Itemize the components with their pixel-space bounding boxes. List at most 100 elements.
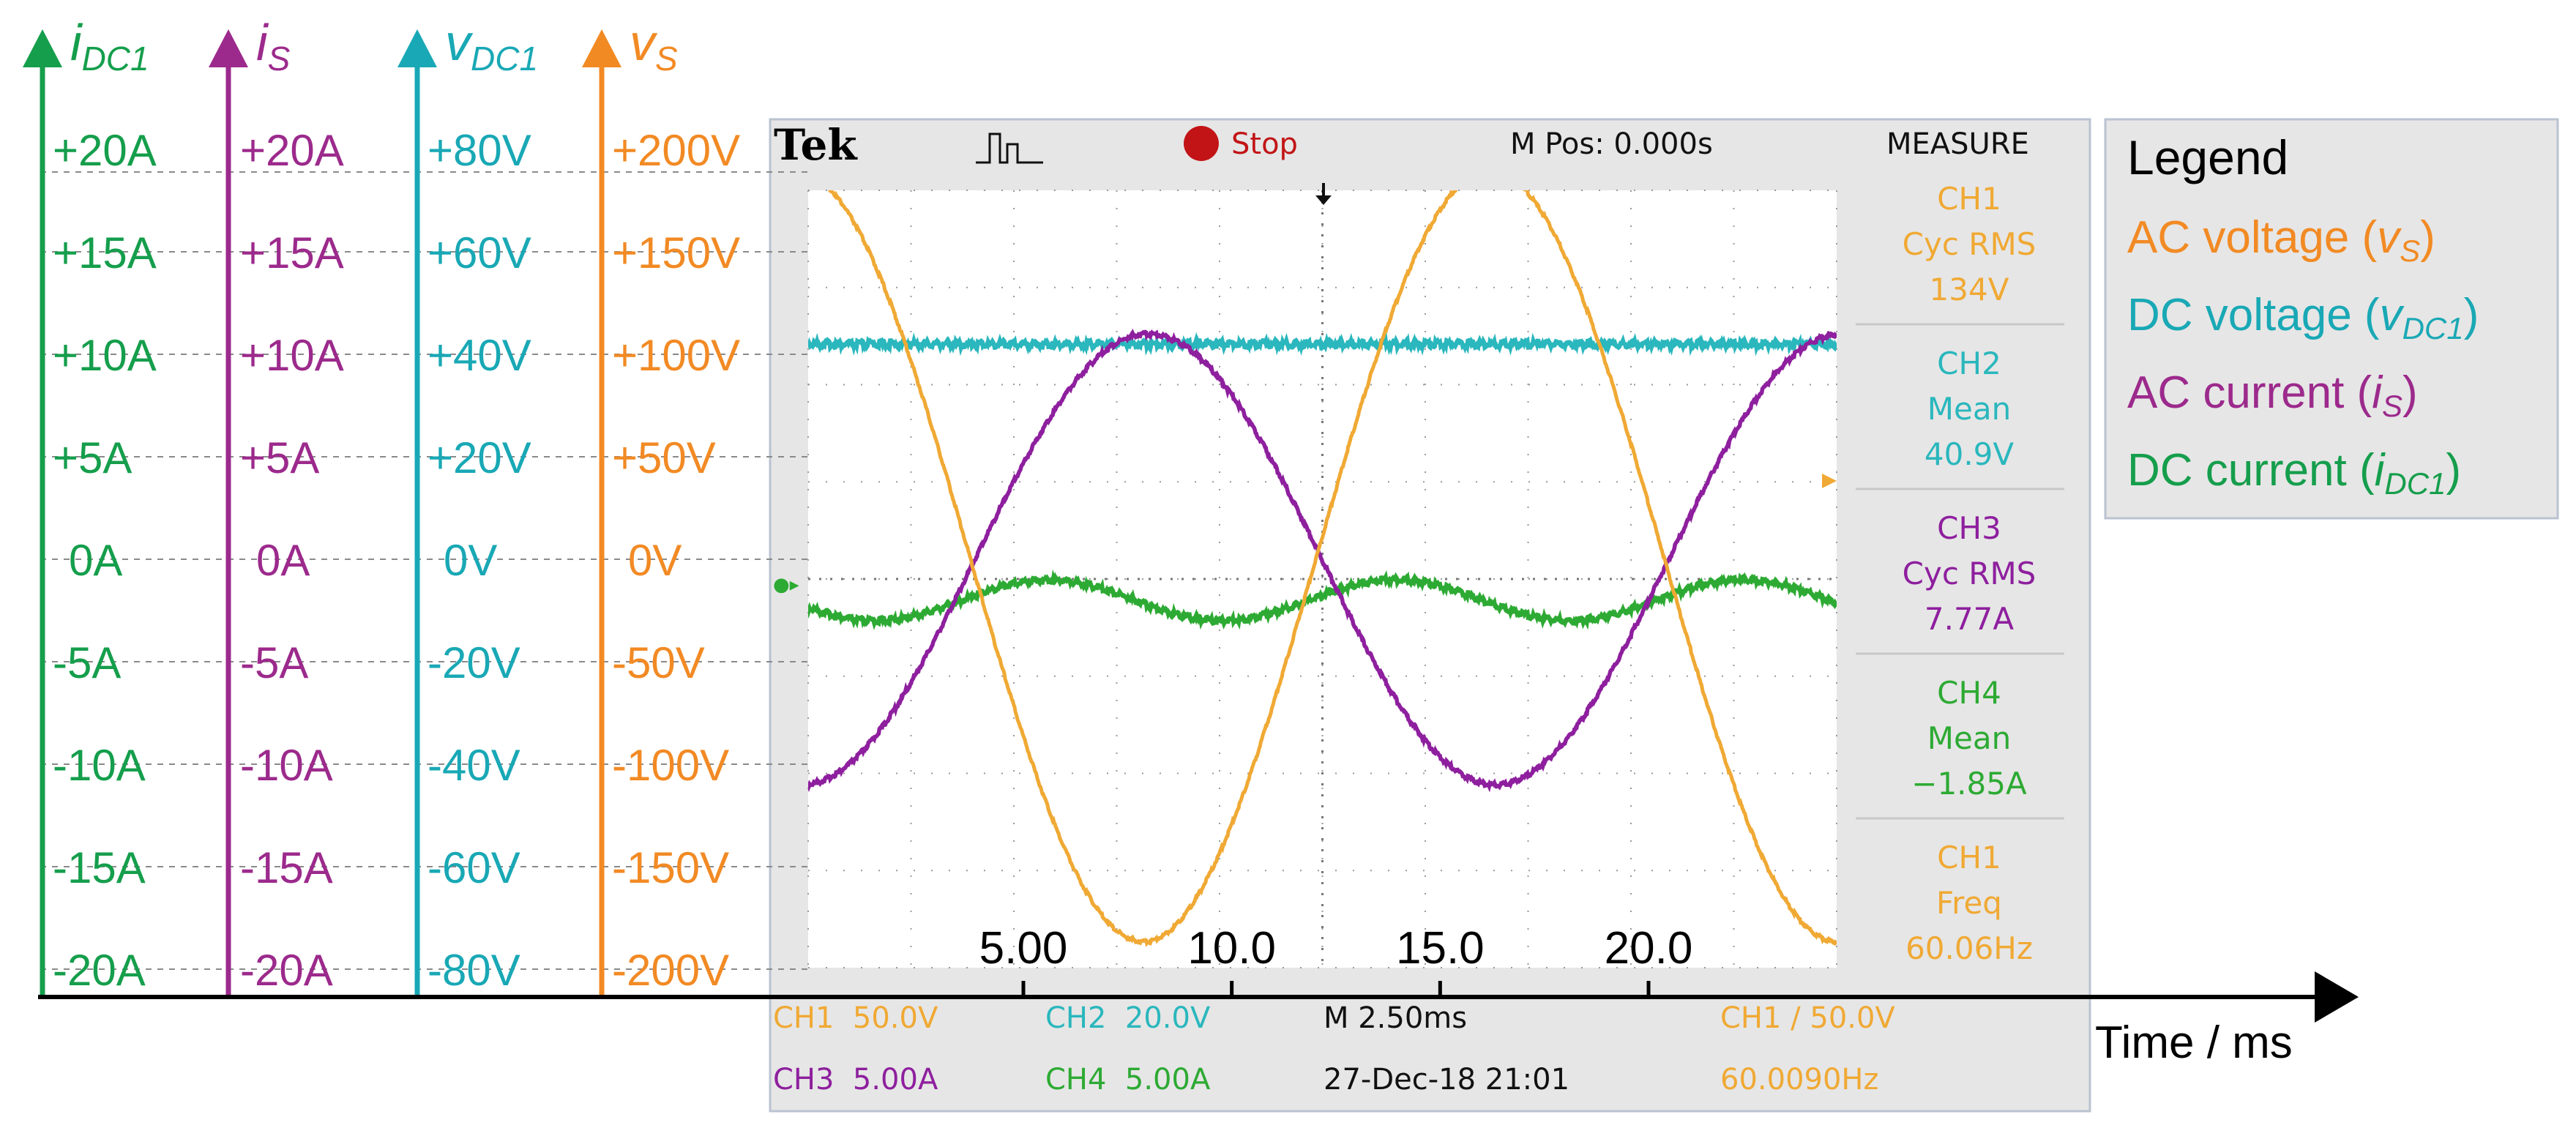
axis-vdc1-label: vDC1 [445, 14, 538, 78]
measure-value: 40.9V [1924, 436, 2015, 472]
legend-items: AC voltage (vS) DC voltage (vDC1) AC curre… [2127, 212, 2479, 501]
axis-vdc1: vDC1 +80V +60V +40V +20V 0V -20V -40V -60V -80V [397, 14, 538, 997]
time-tick-label: 15.0 [1396, 923, 1485, 974]
measure-1: CH1 Cyc RMS 134V [1856, 181, 2064, 326]
m-pos-readout: M Pos: 0.000s [1510, 127, 1713, 161]
time-axis-label: Time / ms [2095, 1017, 2293, 1068]
axis-is-tick: +10A [240, 331, 344, 380]
measure-type: Mean [1927, 720, 2011, 756]
axis-vdc1-tick: +80V [428, 126, 531, 175]
measure-channel: CH2 [1937, 346, 2001, 381]
legend-title: Legend [2127, 130, 2288, 184]
stop-indicator-icon [1184, 126, 1219, 161]
status-mtime: M 2.50ms [1324, 1001, 1467, 1035]
measure-channel: CH1 [1937, 181, 2001, 217]
time-tick-label: 20.0 [1605, 923, 1693, 974]
axis-idc1-tick: +10A [53, 331, 157, 380]
axis-vdc1-tick: -40V [428, 741, 520, 790]
ground-marker: ●▸ [773, 574, 799, 596]
time-axis: 5.00 10.0 15.0 20.0 Time / ms [38, 923, 2359, 1068]
legend-item: AC current (iS) [2127, 367, 2418, 423]
axis-vdc1-tick: +60V [428, 228, 531, 277]
axis-idc1-tick: +15A [53, 228, 157, 277]
scope-brand: Tek [774, 120, 858, 170]
axis-vs-label: vS [630, 14, 678, 78]
status-date: 27-Dec-18 21:01 [1324, 1063, 1569, 1097]
axis-vs-arrowhead [582, 29, 621, 67]
axis-idc1-tick: -5A [53, 638, 121, 687]
trigger-level-marker [1822, 474, 1837, 488]
legend-item: DC current (iDC1) [2127, 445, 2461, 501]
axis-vs-tick: -50V [612, 638, 705, 687]
measure-value: 134V [1930, 272, 2009, 307]
axis-idc1-tick: -20A [53, 946, 146, 995]
axis-vs-tick: +200V [612, 126, 740, 175]
trigger-position-marker [1315, 195, 1332, 205]
status-ch4: CH4 5.00A [1045, 1063, 1211, 1097]
axis-vdc1-tick: -80V [428, 946, 520, 995]
axis-is-tick: +5A [240, 433, 319, 482]
measure-type: Cyc RMS [1903, 226, 2036, 262]
time-tick-label: 5.00 [979, 923, 1068, 974]
axis-vs-tick: +100V [612, 331, 740, 380]
scope-grid [807, 190, 1837, 968]
axis-vs-tick: +50V [612, 433, 716, 482]
left-axes: iDC1 +20A +15A +10A +5A 0A -5A -10A -15A -20A iS +2… [23, 14, 740, 997]
axis-is-tick: -5A [240, 638, 308, 687]
axis-vs-tick: -200V [612, 946, 729, 995]
axis-idc1-arrowhead [23, 29, 62, 67]
axis-vs-tick: -150V [612, 843, 729, 892]
status-ch2: CH2 20.0V [1045, 1001, 1211, 1035]
legend-item: DC voltage (vDC1) [2127, 290, 2479, 346]
measure-3: CH3 Cyc RMS 7.77A [1856, 510, 2064, 655]
axis-vs: vS +200V +150V +100V +50V 0V -50V -100V -150V -20… [582, 14, 740, 997]
measure-2: CH2 Mean 40.9V [1856, 346, 2064, 490]
axis-is-tick: 0A [256, 536, 310, 585]
trace-ac-voltage [828, 190, 1837, 947]
axis-is-tick: +20A [240, 126, 344, 175]
axis-vdc1-tick: -60V [428, 843, 520, 892]
axis-vdc1-tick: +40V [428, 331, 531, 380]
axis-idc1-tick: +5A [53, 433, 132, 482]
legend-item: AC voltage (vS) [2127, 212, 2435, 268]
axis-vdc1-tick: +20V [428, 433, 531, 482]
axis-vdc1-tick: -20V [428, 638, 520, 687]
axis-is-label: iS [256, 14, 291, 78]
measure-type: Cyc RMS [1903, 556, 2036, 591]
axis-vs-tick: +150V [612, 228, 740, 277]
measure-value: 7.77A [1924, 601, 2015, 637]
trace-dc-voltage [808, 332, 1837, 356]
axis-vdc1-arrowhead [397, 29, 437, 67]
status-bar: CH1 50.0V CH2 20.0V M 2.50ms CH1 ∕ 50.0V… [773, 1001, 1895, 1097]
time-axis-arrowhead [2315, 971, 2359, 1023]
measure-channel: CH4 [1937, 675, 2001, 711]
axis-idc1-label: iDC1 [70, 14, 149, 78]
trigger-pulse-icon [976, 132, 1043, 164]
axis-vs-tick: 0V [628, 536, 682, 585]
measure-5: CH1 Freq 60.06Hz [1905, 840, 2033, 966]
axis-is: iS +20A +15A +10A +5A 0A -5A -10A -15A -20A [209, 14, 344, 997]
axis-is-arrowhead [209, 29, 248, 67]
axis-idc1: iDC1 +20A +15A +10A +5A 0A -5A -10A -15A -20A [23, 14, 157, 997]
axis-is-tick: -20A [240, 946, 333, 995]
axis-is-tick: -15A [240, 843, 333, 892]
measure-type: Mean [1927, 391, 2011, 427]
axis-idc1-tick: -10A [53, 741, 146, 790]
axis-idc1-tick: 0A [69, 536, 122, 585]
status-ch1: CH1 50.0V [773, 1001, 938, 1035]
axis-is-tick: -10A [240, 741, 333, 790]
axis-vdc1-tick: 0V [444, 536, 497, 585]
stop-label: Stop [1231, 127, 1298, 161]
measure-title: MEASURE [1886, 127, 2029, 161]
measure-channel: CH3 [1937, 510, 2001, 546]
traces [808, 190, 1837, 947]
measure-type: Freq [1936, 885, 2002, 921]
axis-idc1-tick: -15A [53, 843, 146, 892]
measure-channel: CH1 [1937, 840, 2001, 875]
legend-box [2104, 118, 2559, 520]
measure-value: −1.85A [1911, 766, 2027, 802]
status-ch3: CH3 5.00A [773, 1063, 938, 1097]
measure-value: 60.06Hz [1905, 930, 2033, 966]
